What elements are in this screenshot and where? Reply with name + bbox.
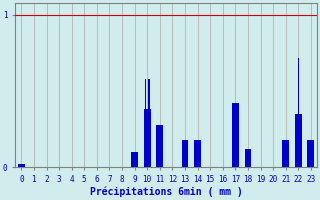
Bar [18,164,25,167]
Bar [145,79,146,167]
X-axis label: Précipitations 6min ( mm ): Précipitations 6min ( mm ) [90,187,243,197]
Bar [244,149,252,167]
Bar [181,140,188,167]
Bar [194,140,201,167]
Bar [282,140,289,167]
Bar [232,103,239,167]
Bar [131,152,138,167]
Bar [148,79,150,167]
Bar [295,114,302,167]
Bar [156,125,163,167]
Bar [298,58,299,167]
Bar [144,109,151,167]
Bar [308,140,314,167]
